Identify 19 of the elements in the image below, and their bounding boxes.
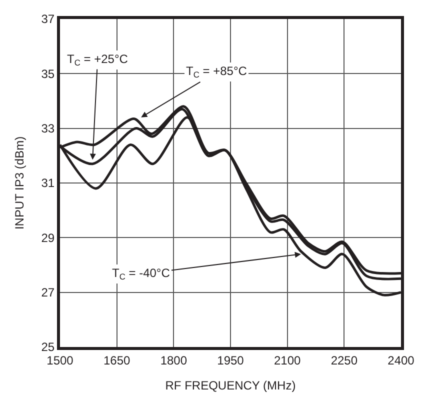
y-tick-label: 31 [41,176,55,190]
annotation: T$_{C}$ = +85°C [186,64,248,80]
annotation: T$_{C}$ = +25°C [67,52,128,68]
x-tick-label: 1650 [103,353,130,368]
x-tick-label: 2100 [274,353,301,368]
y-tick-label: 37 [41,12,55,26]
y-tick-label: 29 [41,230,55,245]
x-tick-label: 1500 [46,353,74,368]
x-tick-label: 1950 [217,353,244,368]
annotation: T$_{C}$ = -40°C [112,266,170,282]
y-tick-label: 25 [41,340,55,354]
x-tick-label: 2250 [330,353,358,368]
y-axis-title: INPUT IP3 (dBm) [12,136,27,230]
y-tick-label: 27 [41,286,55,300]
x-tick-label: 2400 [388,353,415,368]
x-axis-title: RF FREQUENCY (MHz) [165,378,296,392]
x-tick-label: 1800 [160,353,188,368]
y-tick-label: 33 [41,122,55,136]
y-tick-label: 35 [41,66,55,81]
